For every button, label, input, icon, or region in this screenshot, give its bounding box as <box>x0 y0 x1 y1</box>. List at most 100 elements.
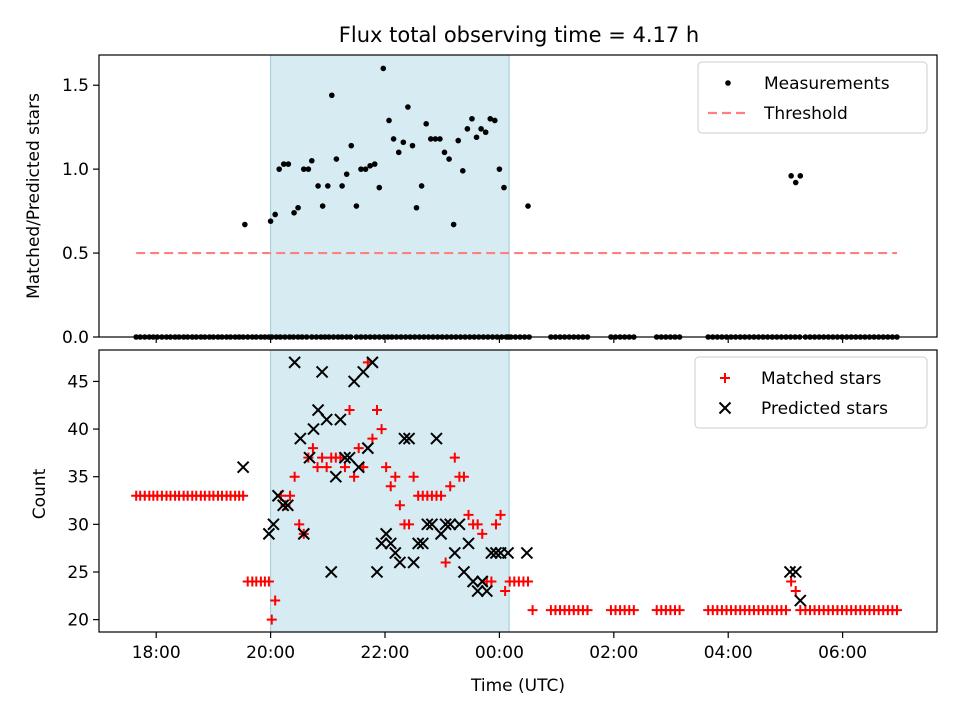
measurement-point <box>380 65 387 72</box>
measurement-point <box>325 183 331 189</box>
measurement-point <box>353 203 360 209</box>
measurement-point <box>343 171 350 177</box>
legend-box <box>694 356 928 429</box>
matched-star-point <box>477 528 488 539</box>
predicted-star-point <box>485 546 498 560</box>
measurement-point <box>371 161 378 167</box>
y-tick-label: 35 <box>67 468 89 488</box>
matched-star-point <box>394 500 405 511</box>
predicted-star-point <box>480 584 494 598</box>
predicted-star-point <box>343 451 356 464</box>
predicted-star-point <box>430 432 443 445</box>
matched-star-point <box>628 605 639 616</box>
matched-star-point <box>445 481 456 492</box>
y-tick-label: 40 <box>67 420 89 440</box>
predicted-star-point <box>783 565 797 579</box>
measurement-point <box>272 211 278 218</box>
top-legend: Measurements Threshold <box>697 61 928 134</box>
x-tick-label: 22:00 <box>361 643 410 663</box>
measurement-point <box>413 204 420 211</box>
measurement-point <box>315 183 321 189</box>
predicted-star-point <box>439 518 452 531</box>
predicted-star-point <box>411 537 425 550</box>
x-tick-label: 06:00 <box>818 643 867 663</box>
matched-star-point <box>404 519 415 530</box>
measurement-point <box>478 126 484 132</box>
measurement-point <box>418 183 425 189</box>
matched-star-point <box>349 471 360 482</box>
measurement-point <box>409 142 416 149</box>
matched-star-point <box>472 519 483 530</box>
predicted-star-point <box>276 499 290 512</box>
matched-star-point <box>266 614 277 625</box>
matched-star-point <box>458 471 469 482</box>
matched-star-point <box>436 490 447 501</box>
legend-box <box>697 61 928 134</box>
predicted-star-point <box>393 556 407 569</box>
matched-star-point <box>238 490 249 501</box>
matched-star-point <box>307 443 318 454</box>
measurement-point <box>291 209 297 216</box>
bottom-y-axis: 20 25 30 35 40 45 <box>67 372 99 631</box>
legend-label: Matched stars <box>761 369 881 389</box>
top-y-axis: 0.0 0.5 1.0 1.5 <box>62 76 99 348</box>
top-observing-span <box>270 54 510 338</box>
predicted-star-point <box>366 356 379 369</box>
predicted-star-point <box>297 527 310 541</box>
x-tick-label: 04:00 <box>704 643 753 663</box>
measurement-point <box>386 117 392 124</box>
measurement-point <box>492 117 498 124</box>
bottom-y-axis-label: Count <box>30 468 50 519</box>
measurement-point <box>797 173 804 179</box>
predicted-star-point <box>466 575 480 588</box>
predicted-star-point <box>315 365 329 379</box>
measurement-point <box>437 136 443 142</box>
y-tick-label: 0.0 <box>62 328 89 348</box>
measurement-point <box>788 173 794 179</box>
predicted-star-point <box>421 518 434 531</box>
predicted-star-point <box>329 470 343 483</box>
matched-star-point <box>381 462 392 473</box>
measurement-point <box>242 221 248 228</box>
measurement-point <box>319 203 326 209</box>
y-tick-label: 25 <box>67 563 89 583</box>
matched-star-point <box>263 576 274 587</box>
legend-label: Measurements <box>764 74 890 94</box>
x-tick-label: 18:00 <box>132 643 181 663</box>
predicted-star-point <box>338 451 352 464</box>
predicted-star-point <box>402 432 416 445</box>
predicted-star-point <box>794 594 807 607</box>
predicted-star-point <box>520 546 534 560</box>
measurement-point <box>423 121 429 127</box>
predicted-star-point <box>325 565 338 579</box>
predicted-star-point <box>236 460 250 474</box>
legend-marker <box>725 80 731 86</box>
measurement-point <box>390 136 397 142</box>
measurement-point <box>501 184 507 191</box>
predicted-star-point <box>357 365 370 379</box>
predicted-star-point <box>462 537 475 550</box>
y-tick-label: 45 <box>67 372 89 392</box>
predicted-star-point <box>347 375 361 388</box>
matched-star-point <box>317 452 328 463</box>
measurement-point <box>362 166 369 172</box>
measurement-point <box>464 126 471 132</box>
predicted-star-point <box>271 489 285 502</box>
matched-star-point <box>408 471 419 482</box>
predicted-star-point <box>303 451 316 464</box>
predicted-star-point <box>789 565 802 579</box>
top-frame <box>98 54 938 338</box>
x-tick-label: 20:00 <box>246 643 295 663</box>
matched-star-point <box>344 405 355 416</box>
measurement-point <box>473 134 480 141</box>
legend-label: Predicted stars <box>761 399 888 419</box>
predicted-star-point <box>294 432 307 445</box>
predicted-star-point <box>281 499 294 512</box>
x-tick-label: 02:00 <box>589 643 638 663</box>
top-y-axis-label: Matched/Predicted stars <box>24 93 44 299</box>
measurement-point <box>358 166 364 172</box>
legend-marker <box>718 401 732 415</box>
matched-star-point <box>500 586 511 597</box>
measurement-point <box>441 149 448 156</box>
